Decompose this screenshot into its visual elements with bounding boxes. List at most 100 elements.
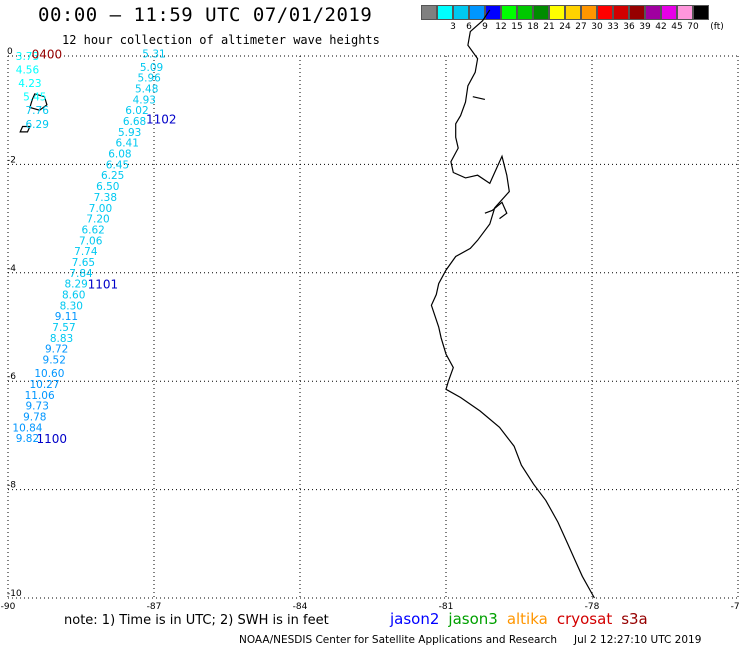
wave-height-label: 9.72 xyxy=(45,344,68,356)
lat-tick-label: -10 xyxy=(7,589,22,599)
legend-label: 6 xyxy=(466,22,472,32)
legend-label: 15 xyxy=(511,22,523,32)
coastline xyxy=(19,9,595,599)
wave-height-label: 6.62 xyxy=(81,224,104,236)
page-subtitle: 12 hour collection of altimeter wave hei… xyxy=(62,33,380,47)
legend-swatch xyxy=(485,5,501,20)
wave-height-label: 10.27 xyxy=(29,379,59,391)
wave-height-label: 8.29 xyxy=(64,279,87,291)
color-legend xyxy=(421,5,709,20)
legend-label: 36 xyxy=(623,22,635,32)
wave-height-label: 8.60 xyxy=(62,289,85,301)
wave-height-label: 10.84 xyxy=(12,422,42,434)
satellite-label-jason3: jason3 xyxy=(448,610,498,628)
wave-height-label: 11.06 xyxy=(25,390,55,402)
satellite-label-altika: altika xyxy=(506,610,548,628)
legend-swatch xyxy=(597,5,613,20)
color-legend-labels: 3 6 9 12 15 18 21 24 27 30 33 36 39 42 45 70 (ft) xyxy=(421,22,740,34)
wave-height-label: 5.31 xyxy=(142,48,165,60)
legend-swatch xyxy=(629,5,645,20)
wave-height-label: 5.48 xyxy=(135,84,158,96)
lon-tick-label: -84 xyxy=(293,602,308,612)
legend-swatch xyxy=(661,5,677,20)
lon-tick-label: -87 xyxy=(147,602,162,612)
wave-height-label: 4.56 xyxy=(16,65,40,77)
wave-height-label: 4.23 xyxy=(18,78,41,90)
wave-height-label: 6.68 xyxy=(123,116,146,128)
legend-label: 27 xyxy=(575,22,587,32)
wave-height-label: 9.73 xyxy=(26,401,49,413)
legend-label: 21 xyxy=(543,22,555,32)
wave-height-label: 7.57 xyxy=(52,322,75,334)
axis-tick-labels: -90 -87 -84 -81 -78 -75 0 -2 -4 -6 -8 -10 xyxy=(1,47,740,612)
lon-tick-label: -81 xyxy=(439,602,454,612)
legend-swatch xyxy=(437,5,453,20)
island-outline xyxy=(19,125,31,133)
legend-swatch xyxy=(549,5,565,20)
lon-tick-label: -75 xyxy=(731,602,740,612)
generated-timestamp: Jul 2 12:27:10 UTC 2019 xyxy=(574,634,702,646)
wave-height-label: 6.41 xyxy=(116,138,139,150)
wave-height-label: 9.78 xyxy=(23,411,46,423)
wave-height-label: 5.45 xyxy=(23,92,46,104)
lat-tick-label: 0 xyxy=(7,47,13,57)
wave-height-label: 7.00 xyxy=(89,203,112,215)
satellite-label-s3a: s3a xyxy=(621,610,648,628)
pass-time-label: 1100 xyxy=(37,432,68,446)
wave-height-label: 6.02 xyxy=(125,105,148,117)
legend-label: 42 xyxy=(655,22,667,32)
island-outline xyxy=(29,93,48,111)
legend-swatch xyxy=(421,5,437,20)
wave-height-label: 7.74 xyxy=(74,246,98,258)
wave-height-label: 7.84 xyxy=(69,268,93,280)
lon-tick-label: -78 xyxy=(585,602,600,612)
wave-height-label: 6.08 xyxy=(108,149,131,161)
legend-swatch xyxy=(613,5,629,20)
legend-swatch xyxy=(693,5,709,20)
legend-label: 39 xyxy=(639,22,651,32)
wave-height-label: 9.52 xyxy=(43,355,66,367)
page-title: 00:00 – 11:59 UTC 07/01/2019 xyxy=(38,4,373,26)
wave-height-label: 5.96 xyxy=(137,73,161,85)
wave-height-label: 10.60 xyxy=(34,368,64,380)
legend-swatch xyxy=(645,5,661,20)
pass-time-label: 1101 xyxy=(88,278,119,292)
wave-height-label: 6.25 xyxy=(101,170,124,182)
lat-tick-label: -8 xyxy=(7,481,16,491)
wave-height-label: 9.11 xyxy=(55,311,78,323)
wave-height-label: 6.29 xyxy=(26,119,49,131)
wave-height-label: 9.82 xyxy=(16,433,39,445)
wave-height-label: 6.45 xyxy=(106,159,129,171)
legend-label: 12 xyxy=(495,22,507,32)
legend-label: 45 xyxy=(671,22,683,32)
wave-height-label: 7.06 xyxy=(79,235,103,247)
legend-swatch xyxy=(533,5,549,20)
wave-height-label: 5.09 xyxy=(140,62,163,74)
wave-height-label: 7.76 xyxy=(26,105,50,117)
legend-swatch xyxy=(581,5,597,20)
legend-label: 24 xyxy=(559,22,571,32)
wave-height-label: 4.93 xyxy=(133,94,156,106)
legend-label: 9 xyxy=(482,22,488,32)
wave-height-label: 8.83 xyxy=(50,333,73,345)
footer-note: note: 1) Time is in UTC; 2) SWH is in fe… xyxy=(64,613,329,628)
legend-swatch xyxy=(517,5,533,20)
lat-tick-label: -2 xyxy=(7,155,16,165)
legend-label: 3 xyxy=(450,22,456,32)
wave-height-label: 7.65 xyxy=(72,257,95,269)
wave-height-label: 5.93 xyxy=(118,127,141,139)
wave-height-observations: 5.31 5.095.965.484.936.026.685.936.416.08… xyxy=(12,48,165,445)
legend-label: 33 xyxy=(607,22,619,32)
legend-swatch xyxy=(469,5,485,20)
coastline-path xyxy=(430,9,595,599)
legend-swatch xyxy=(453,5,469,20)
inlet-outline xyxy=(484,201,508,220)
legend-label: 70 xyxy=(687,22,699,32)
legend-swatch xyxy=(501,5,517,20)
legend-label: 30 xyxy=(591,22,603,32)
lat-tick-label: -4 xyxy=(7,264,16,274)
wave-height-label: 3.73 xyxy=(16,51,39,63)
legend-swatch xyxy=(677,5,693,20)
credit-text: NOAA/NESDIS Center for Satellite Applica… xyxy=(239,634,557,646)
